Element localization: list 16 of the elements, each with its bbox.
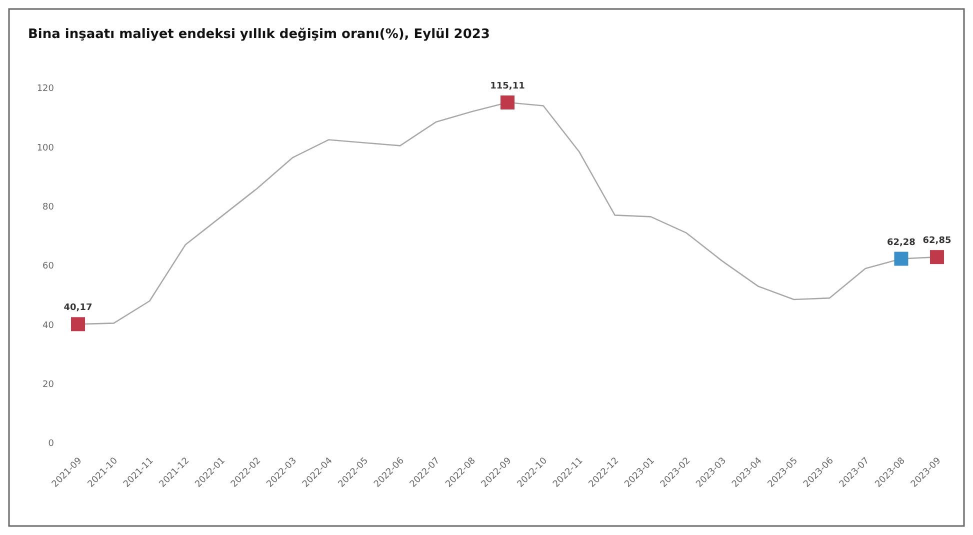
point: [500, 95, 514, 110]
y-tick-label: 40: [42, 320, 54, 331]
data-label: 115,11: [490, 81, 525, 92]
data-label: 62,85: [922, 236, 952, 246]
y-tick-label: 60: [42, 262, 54, 272]
point: [71, 317, 85, 332]
y-tick-label: 20: [42, 380, 54, 390]
point: [894, 252, 908, 266]
chart-title: Bina inşaatı maliyet endeksi yıllık değişim oranı(%), Eylül 2023: [28, 27, 490, 42]
data-label: 40,17: [64, 303, 92, 314]
y-tick-label: 100: [36, 143, 54, 154]
y-tick-label: 80: [42, 202, 54, 212]
y-tick-label: 120: [36, 84, 54, 94]
point: [930, 250, 944, 264]
data-label: 62,28: [886, 238, 916, 248]
y-tick-label: 0: [48, 439, 54, 450]
